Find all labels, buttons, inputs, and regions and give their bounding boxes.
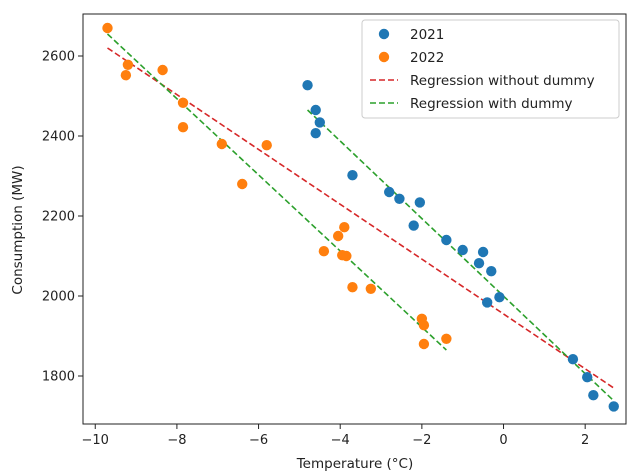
data-point-2022 bbox=[261, 140, 272, 151]
legend-marker-2021 bbox=[378, 28, 390, 40]
legend-label: Regression with dummy bbox=[410, 96, 572, 112]
x-tick-label: 0 bbox=[499, 433, 507, 448]
regression-line-regression-with-dummy-0 bbox=[106, 33, 447, 351]
legend-label: 2022 bbox=[410, 50, 444, 66]
data-point-2021 bbox=[477, 246, 489, 258]
data-point-2022 bbox=[341, 250, 352, 262]
x-tick-label: −2 bbox=[412, 433, 431, 448]
legend-label: Regression without dummy bbox=[410, 73, 595, 89]
data-point-2021 bbox=[473, 258, 485, 269]
data-point-2022 bbox=[177, 97, 189, 109]
x-tick-label: 2 bbox=[581, 433, 589, 448]
legend-box bbox=[361, 19, 620, 119]
data-point-2021 bbox=[588, 390, 599, 401]
y-axis-label: Consumption (MW) bbox=[10, 165, 26, 294]
data-point-2021 bbox=[314, 117, 325, 128]
data-point-2022 bbox=[216, 138, 228, 150]
data-point-2022 bbox=[120, 70, 132, 81]
data-point-2022 bbox=[332, 230, 344, 242]
data-point-2022 bbox=[365, 283, 377, 294]
data-point-2021 bbox=[310, 128, 321, 139]
data-point-2021 bbox=[608, 401, 619, 412]
data-point-2022 bbox=[237, 178, 248, 190]
x-tick-label: −10 bbox=[82, 433, 109, 448]
regression-line-regression-without-dummy-0 bbox=[107, 47, 615, 389]
legend-marker-2022 bbox=[378, 51, 390, 63]
data-point-2022 bbox=[347, 282, 358, 293]
y-tick-label: 2200 bbox=[42, 210, 75, 225]
data-point-2022 bbox=[177, 122, 189, 133]
data-point-2021 bbox=[394, 193, 405, 204]
data-point-2021 bbox=[494, 292, 505, 303]
data-point-2021 bbox=[414, 197, 426, 208]
regression-line-regression-with-dummy-1 bbox=[306, 109, 615, 402]
data-point-2021 bbox=[347, 170, 358, 181]
data-point-2022 bbox=[122, 59, 134, 70]
data-point-2022 bbox=[418, 320, 430, 331]
axes: −10 −8 −6 −4 −2 0 2 1800 2000 2200 2400 2600 bbox=[42, 13, 627, 448]
y-tick-label: 2600 bbox=[42, 50, 75, 65]
data-point-2022 bbox=[418, 338, 430, 350]
y-tick-label: 2400 bbox=[42, 130, 75, 145]
data-point-2022 bbox=[339, 222, 350, 233]
data-point-2021 bbox=[408, 220, 419, 231]
data-point-2021 bbox=[310, 104, 321, 116]
data-point-2021 bbox=[582, 372, 593, 383]
data-point-2021 bbox=[567, 354, 579, 365]
data-point-2022 bbox=[157, 64, 168, 76]
data-point-2021 bbox=[302, 80, 313, 91]
y-tick-label: 1800 bbox=[42, 370, 75, 385]
data-point-2022 bbox=[318, 246, 330, 257]
data-point-2021 bbox=[441, 234, 452, 246]
data-point-2021 bbox=[481, 297, 493, 308]
x-tick-label: −6 bbox=[249, 433, 268, 448]
x-axis-label: Temperature (°C) bbox=[296, 456, 414, 472]
x-tick-label: −8 bbox=[167, 433, 186, 448]
data-point-2021 bbox=[457, 244, 468, 256]
x-tick-label: −4 bbox=[331, 433, 350, 448]
data-point-2021 bbox=[384, 186, 395, 198]
data-point-2022 bbox=[441, 333, 452, 344]
y-tick-label: 2000 bbox=[42, 290, 75, 305]
legend: 2021 2022 Regression without dummy Regressi… bbox=[361, 19, 620, 119]
plot-frame bbox=[82, 13, 627, 425]
plot-area bbox=[102, 22, 619, 412]
legend-label: 2021 bbox=[410, 27, 444, 43]
data-point-2022 bbox=[102, 22, 113, 34]
data-point-2021 bbox=[486, 266, 497, 277]
